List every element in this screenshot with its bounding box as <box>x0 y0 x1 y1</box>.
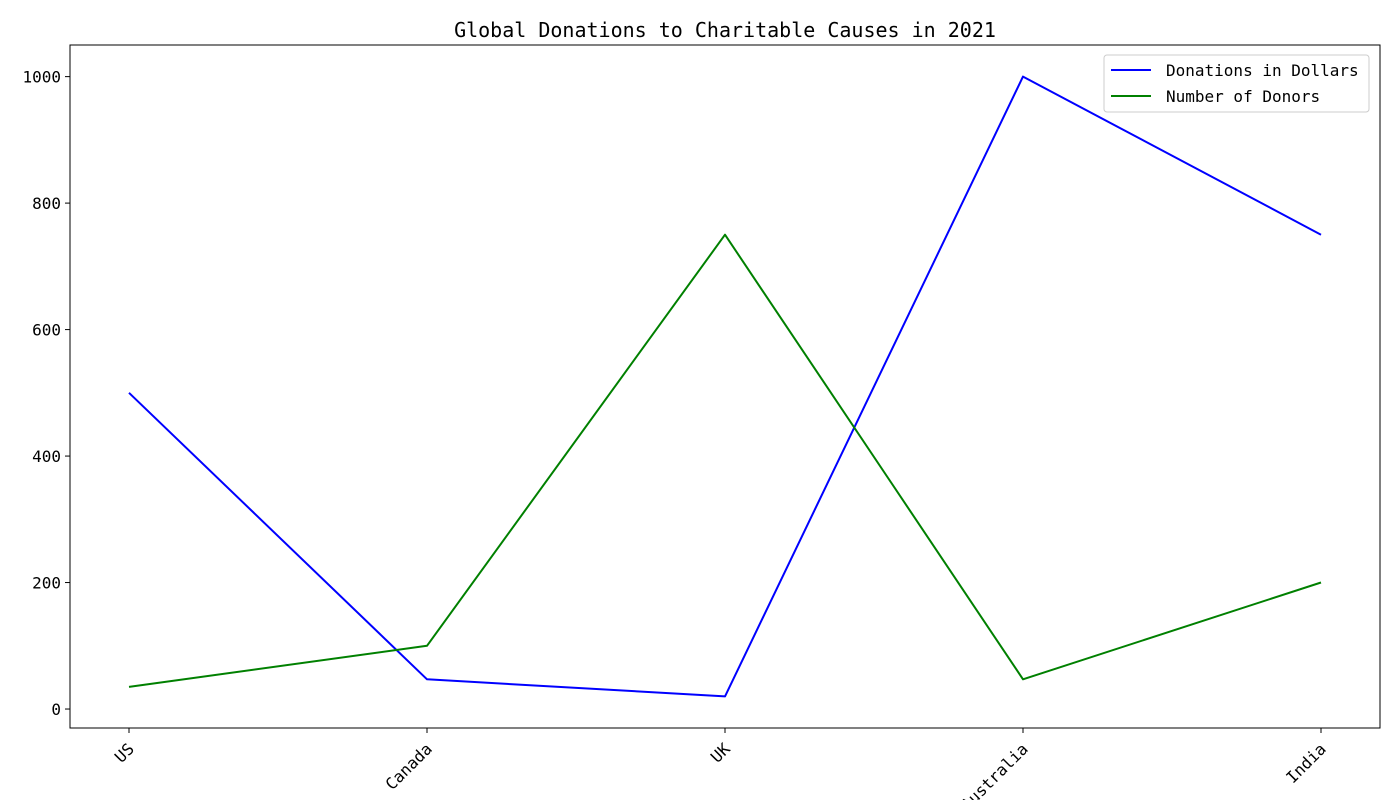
plot-area-frame <box>69 44 1381 729</box>
y-tick-label: 0 <box>51 700 61 719</box>
y-tick-label: 800 <box>32 194 61 213</box>
x-tick-label: US <box>111 739 138 766</box>
y-tick-label: 1000 <box>22 68 61 87</box>
legend-label-donors: Number of Donors <box>1166 87 1320 106</box>
x-tick-label: UK <box>707 739 734 766</box>
x-tick-label: Canada <box>382 739 436 793</box>
x-axis: US Canada UK Australia India <box>111 728 1330 800</box>
y-tick-label: 200 <box>32 574 61 593</box>
legend-box <box>1103 54 1370 113</box>
legend: Donations in Dollars Number of Donors <box>1103 54 1370 113</box>
series-line-donations <box>128 75 1322 698</box>
x-tick-label: India <box>1282 739 1329 786</box>
x-tick-label: Australia <box>957 739 1032 800</box>
chart-title: Global Donations to Charitable Causes in… <box>454 18 996 42</box>
legend-label-donations: Donations in Dollars <box>1166 61 1359 80</box>
series-line-donors <box>128 233 1322 688</box>
y-tick-label: 400 <box>32 447 61 466</box>
y-tick-label: 600 <box>32 321 61 340</box>
y-axis: 0 200 400 600 800 1000 <box>22 68 70 719</box>
series-layer <box>128 75 1322 698</box>
